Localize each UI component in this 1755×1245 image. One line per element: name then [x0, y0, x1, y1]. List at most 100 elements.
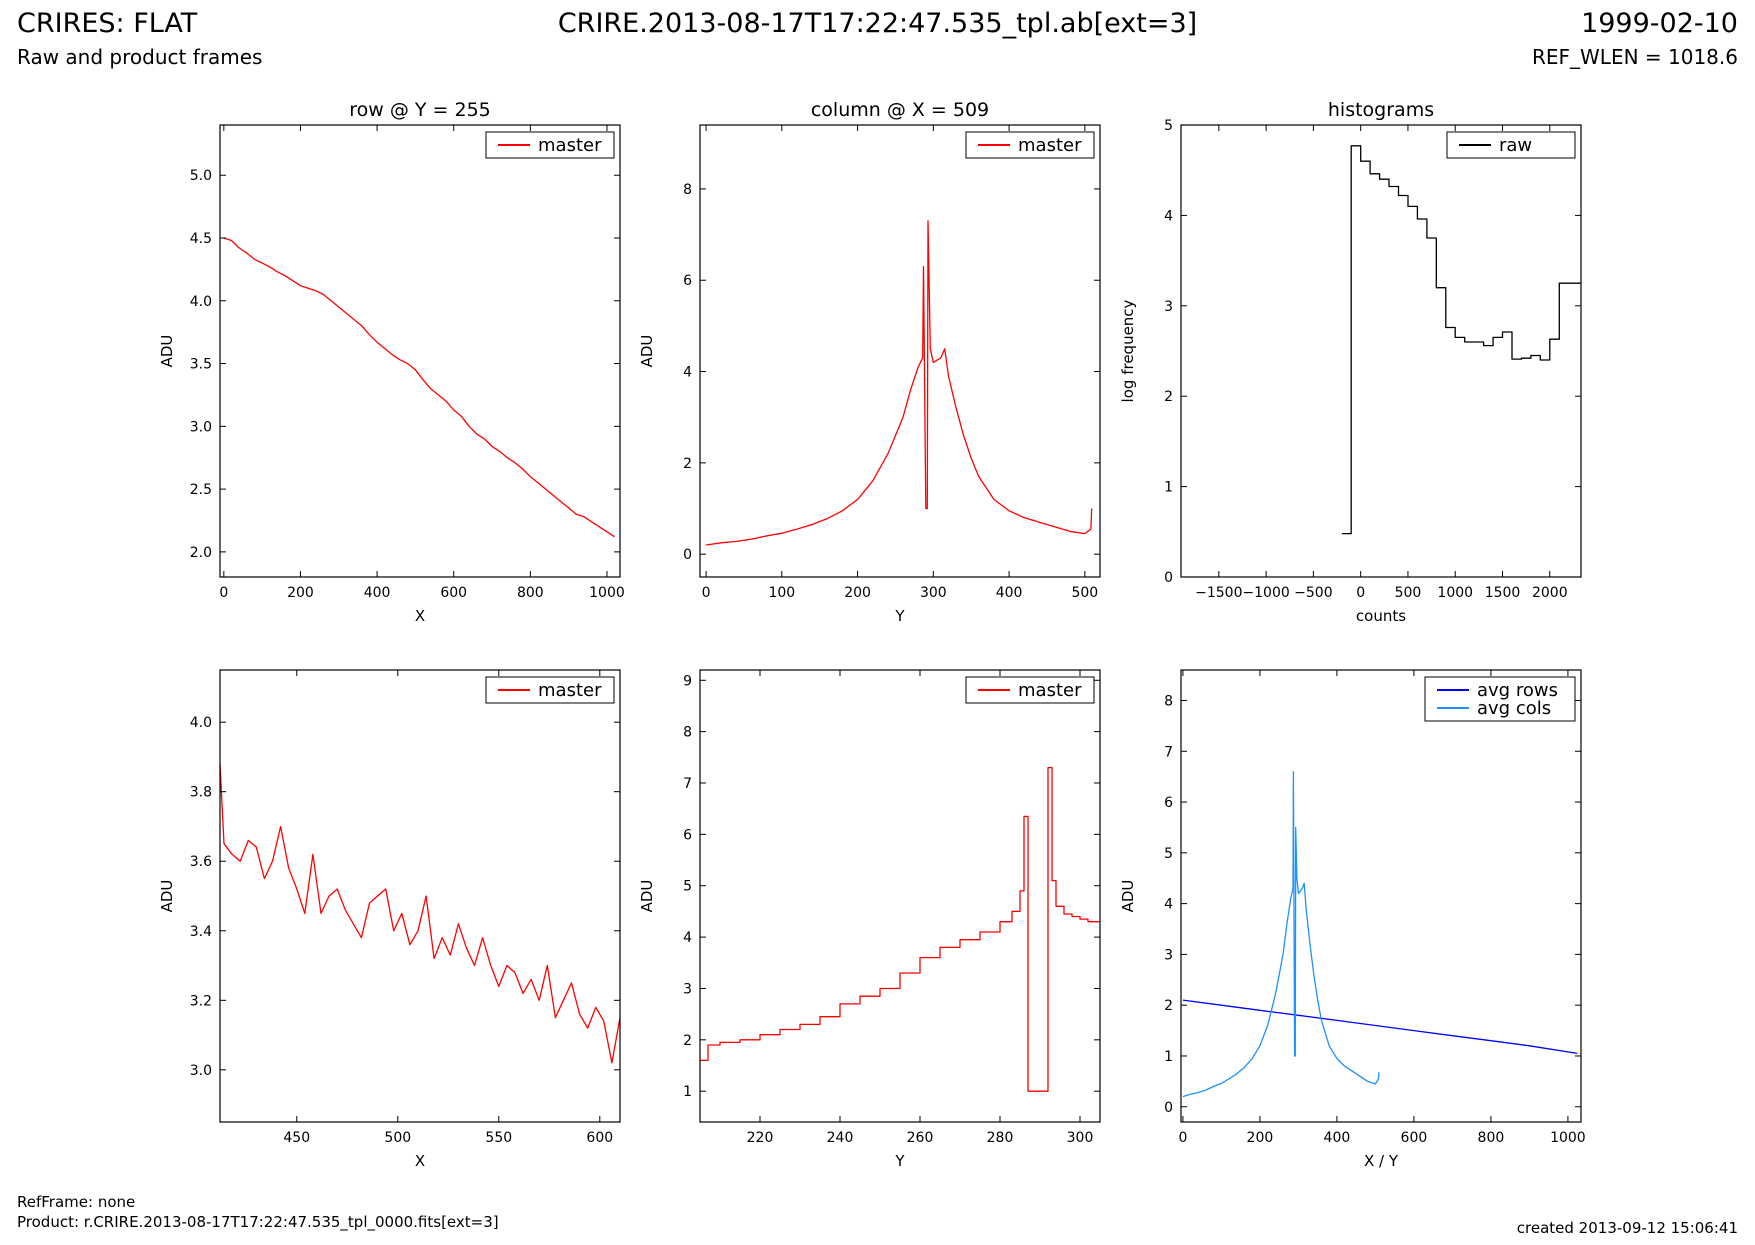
- x-tick-label: 100: [768, 585, 795, 601]
- x-tick-label: 600: [440, 585, 467, 601]
- y-tick-label: 3: [1164, 299, 1173, 315]
- y-tick-label: 5: [1164, 846, 1173, 862]
- plot-panel-1: 0 200 400 600 800 1000 2.0 2.5 3.0 3.5 4.0 4.5 5.0 X A…: [158, 99, 625, 625]
- plot-panel-5: 220 240 260 280 300 1 2 3 4 5 6 7 8 9 Y ADU master: [638, 669, 1101, 1170]
- date-label: 1999-02-10: [1581, 8, 1738, 39]
- y-tick-label: 4.0: [190, 715, 212, 731]
- y-axis-label: ADU: [638, 335, 656, 368]
- y-tick-label: 2: [683, 456, 692, 472]
- series-line-master: [700, 766, 1100, 1092]
- y-tick-label: 8: [683, 182, 692, 198]
- y-tick-label: 3.4: [190, 924, 212, 940]
- x-tick-label: 200: [287, 585, 314, 601]
- page-subtitle: Raw and product frames: [17, 45, 263, 69]
- y-tick-label: 3: [1164, 947, 1173, 963]
- plot-frame: [1180, 669, 1582, 1123]
- x-tick-label: 400: [364, 585, 391, 601]
- plot-lines: [1341, 145, 1581, 535]
- legend: master: [965, 676, 1095, 704]
- legend: master: [485, 131, 615, 159]
- y-axis-label: ADU: [1119, 880, 1137, 913]
- plot-frame: [1180, 124, 1582, 578]
- y-tick-label: 7: [683, 776, 692, 792]
- x-tick-label: 400: [1324, 1130, 1351, 1146]
- y-tick-label: 6: [683, 827, 692, 843]
- x-axis-label: Y: [894, 1152, 905, 1170]
- plot-lines: [706, 220, 1093, 546]
- legend-label: avg cols: [1477, 698, 1551, 719]
- x-tick-label: 1000: [589, 585, 625, 601]
- x-axis-label: X: [415, 607, 425, 625]
- plot-panel-4: 450 500 550 600 3.0 3.2 3.4 3.6 3.8 4.0 X ADU master: [158, 669, 621, 1170]
- y-tick-label: 6: [1164, 795, 1173, 811]
- x-tick-label: −1500: [1195, 585, 1242, 601]
- x-tick-label: 600: [586, 1130, 613, 1146]
- y-axis-label: ADU: [638, 880, 656, 913]
- y-tick-label: 4.5: [190, 231, 212, 247]
- y-axis-label: log frequency: [1119, 299, 1137, 402]
- chart-title: histograms: [1328, 99, 1434, 121]
- legend: raw: [1446, 131, 1576, 159]
- plot-lines: [1182, 770, 1578, 1098]
- y-tick-label: 4: [1164, 897, 1173, 913]
- x-tick-label: 500: [1395, 585, 1422, 601]
- x-tick-label: 550: [485, 1130, 512, 1146]
- legend-label: raw: [1499, 135, 1532, 156]
- legend-label: master: [1018, 135, 1082, 156]
- product-label: Product: r.CRIRE.2013-08-17T17:22:47.535…: [17, 1213, 499, 1231]
- chart-title: column @ X = 509: [811, 99, 989, 121]
- x-tick-label: 240: [827, 1130, 854, 1146]
- y-tick-label: 6: [683, 273, 692, 289]
- y-tick-label: 3.0: [190, 419, 212, 435]
- y-tick-label: 4: [683, 930, 692, 946]
- plot-panel-2: 0 100 200 300 400 500 0 2 4 6 8 Y ADU column @ X = 50…: [638, 99, 1101, 625]
- y-axis-label: ADU: [158, 880, 176, 913]
- x-tick-label: 1000: [1550, 1130, 1586, 1146]
- file-name: CRIRE.2013-08-17T17:22:47.535_tpl.ab[ext…: [557, 8, 1198, 39]
- x-tick-label: −500: [1294, 585, 1332, 601]
- y-tick-label: 5: [1164, 118, 1173, 134]
- x-tick-label: 0: [219, 585, 228, 601]
- x-tick-label: 0: [1356, 585, 1365, 601]
- x-tick-label: 500: [384, 1130, 411, 1146]
- y-tick-label: 3.6: [190, 854, 212, 870]
- y-tick-label: 4.0: [190, 294, 212, 310]
- y-tick-label: 3.5: [190, 357, 212, 373]
- x-tick-label: 400: [996, 585, 1023, 601]
- plot-panel-3: −1500 −1000 −500 0 500 1000 1500 2000 0 1 2 3 4 5 coun…: [1119, 99, 1582, 625]
- y-axis-label: ADU: [158, 335, 176, 368]
- y-tick-label: 8: [683, 725, 692, 741]
- y-tick-label: 3.2: [190, 993, 212, 1009]
- legend-label: master: [538, 680, 602, 701]
- x-tick-label: 200: [844, 585, 871, 601]
- series-line-master: [223, 237, 615, 538]
- series-line-master: [706, 220, 1093, 546]
- plot-panel-6: 0 200 400 600 800 1000 0 1 2 3 4 5 6 7 8 X / Y ADU avg ro…: [1119, 669, 1586, 1170]
- x-tick-label: 300: [920, 585, 947, 601]
- plot-frame: [219, 124, 621, 578]
- legend: master: [965, 131, 1095, 159]
- series-line-master: [220, 763, 620, 1064]
- plot-lines: [220, 763, 620, 1064]
- x-tick-label: 450: [283, 1130, 310, 1146]
- x-axis-label: X / Y: [1364, 1152, 1399, 1170]
- legend-label: master: [538, 135, 602, 156]
- y-tick-label: 2.0: [190, 545, 212, 561]
- y-tick-label: 3.0: [190, 1063, 212, 1079]
- x-axis-label: Y: [894, 607, 905, 625]
- legend-label: master: [1018, 680, 1082, 701]
- y-tick-label: 3: [683, 981, 692, 997]
- legend: master: [485, 676, 615, 704]
- plot-frame: [219, 669, 621, 1123]
- x-tick-label: 280: [987, 1130, 1014, 1146]
- y-tick-label: 2.5: [190, 482, 212, 498]
- x-tick-label: 220: [747, 1130, 774, 1146]
- x-tick-label: 2000: [1532, 585, 1568, 601]
- y-tick-label: 2: [683, 1033, 692, 1049]
- y-tick-label: 0: [1164, 1100, 1173, 1116]
- x-axis-label: counts: [1356, 607, 1406, 625]
- legend-box: [485, 131, 615, 159]
- series-line-avg-rows: [1182, 999, 1578, 1055]
- x-tick-label: 800: [1478, 1130, 1505, 1146]
